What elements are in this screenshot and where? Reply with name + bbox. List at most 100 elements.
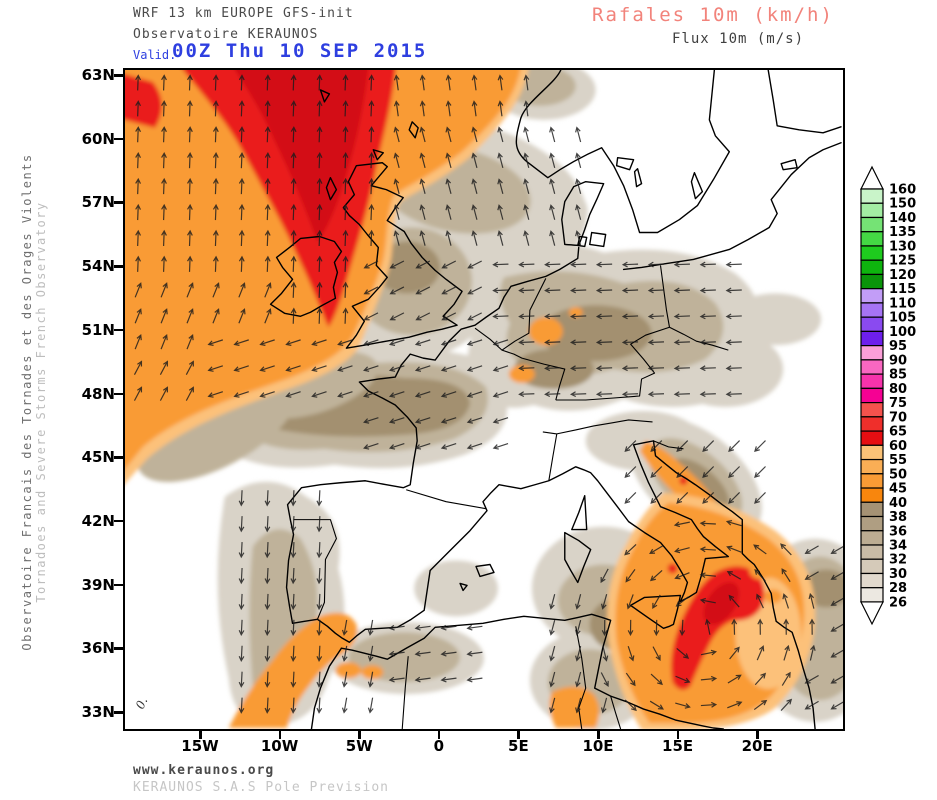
wind-arrow: [342, 307, 349, 324]
wind-arrow: [492, 261, 509, 268]
wind-arrow: [830, 623, 843, 632]
wind-arrow: [621, 339, 639, 346]
wind-arrow: [652, 646, 661, 661]
wind-arrow: [389, 260, 405, 269]
wind-arrow: [160, 334, 168, 350]
wind-arrow: [650, 673, 663, 686]
colorbar-box: [860, 202, 884, 219]
wind-arrow: [756, 593, 764, 609]
colorbar-box: [860, 359, 884, 375]
wind-arrow: [264, 697, 271, 714]
wind-arrow: [676, 466, 689, 478]
wind-arrow: [311, 339, 327, 346]
wind-arrow: [316, 567, 323, 585]
wind-arrow: [702, 491, 715, 504]
wind-arrow: [575, 152, 582, 169]
wind-arrow: [238, 177, 245, 195]
wind-arrow: [414, 365, 431, 372]
wind-arrow: [316, 645, 323, 662]
wind-arrow: [363, 312, 379, 321]
wind-arrow: [595, 287, 613, 294]
wind-arrow: [471, 204, 478, 220]
wind-arrow: [316, 126, 323, 143]
map-svg: 0.: [125, 70, 843, 729]
colorbar-box: [860, 288, 884, 304]
wind-arrow: [264, 151, 271, 169]
wind-arrow: [259, 339, 275, 346]
wind-arrow: [544, 287, 561, 294]
colorbar-arrow-up: [860, 165, 884, 190]
wind-arrow: [388, 650, 405, 657]
wind-arrow: [624, 699, 637, 712]
wind-arrow: [650, 440, 663, 453]
wind-arrow: [160, 308, 168, 324]
parameter-main-label: Rafales 10m (km/h): [592, 4, 834, 26]
lat-label: 48N: [81, 384, 115, 403]
wind-arrow: [621, 261, 639, 268]
colorbar-level-label: 38: [889, 510, 907, 525]
wind-arrow: [389, 286, 405, 295]
wind-arrow: [492, 417, 509, 424]
wind-arrow: [625, 569, 636, 583]
colorbar-box: [860, 330, 884, 347]
wind-arrow: [673, 313, 690, 320]
wind-arrow: [674, 547, 690, 554]
contour-zero-label: 0.: [133, 695, 151, 711]
wind-arrow: [341, 619, 348, 636]
wind-arrow: [652, 594, 661, 609]
wind-arrow: [363, 260, 379, 269]
wind-arrow: [756, 645, 765, 661]
wind-arrow: [393, 204, 400, 220]
wind-arrow: [134, 308, 142, 324]
wind-arrow: [754, 491, 766, 504]
colorbar-level-label: 100: [889, 325, 916, 340]
wind-arrow: [523, 178, 530, 194]
lat-label: 45N: [81, 448, 115, 467]
wind-arrows-layer: [133, 74, 843, 714]
wind-arrow: [595, 261, 613, 268]
wind-arrow: [316, 151, 323, 169]
wind-arrow: [621, 313, 639, 320]
wind-arrow: [368, 151, 375, 169]
wind-arrow: [259, 365, 275, 372]
wind-arrow: [368, 126, 375, 143]
wind-arrow: [497, 100, 504, 117]
wind-arrow: [341, 645, 348, 662]
colorbar-level-label: 95: [889, 339, 907, 354]
lon-tick: [278, 731, 282, 739]
wind-arrow: [316, 255, 323, 272]
wind-arrow: [673, 521, 690, 528]
wind-arrow: [728, 440, 741, 453]
wind-arrow: [544, 313, 561, 320]
wind-arrow: [440, 339, 457, 346]
colorbar-level-label: 65: [889, 425, 907, 440]
wind-arrow: [238, 229, 245, 246]
wind-arrow: [238, 126, 245, 143]
wind-arrow: [700, 701, 718, 708]
wind-arrow: [575, 594, 582, 610]
wind-arrow: [626, 594, 634, 610]
wind-arrow: [368, 100, 375, 117]
wind-arrow: [187, 74, 193, 91]
wind-arrow: [290, 671, 297, 688]
wind-arrow: [316, 203, 323, 221]
wind-arrow: [212, 282, 220, 298]
wind-arrow: [575, 204, 582, 220]
wind-arrow: [316, 177, 323, 195]
wind-arrow: [575, 230, 582, 246]
wind-arrow: [595, 339, 613, 346]
credit-english: Tornadoes and Severe Storms French Obser…: [34, 201, 48, 603]
lon-label: 10W: [260, 737, 299, 755]
colorbar-level-label: 130: [889, 239, 916, 254]
wind-arrow: [419, 178, 426, 194]
wind-arrow: [186, 308, 194, 324]
wind-arrow: [467, 286, 482, 295]
wind-arrow: [264, 619, 271, 637]
wind-arrow: [290, 126, 297, 143]
wind-arrow: [290, 542, 297, 559]
wind-arrow: [731, 618, 738, 635]
wind-arrow: [575, 697, 582, 714]
colorbar-level-label: 125: [889, 254, 916, 269]
colorbar-level-label: 50: [889, 467, 907, 482]
colorbar-box: [860, 231, 884, 247]
